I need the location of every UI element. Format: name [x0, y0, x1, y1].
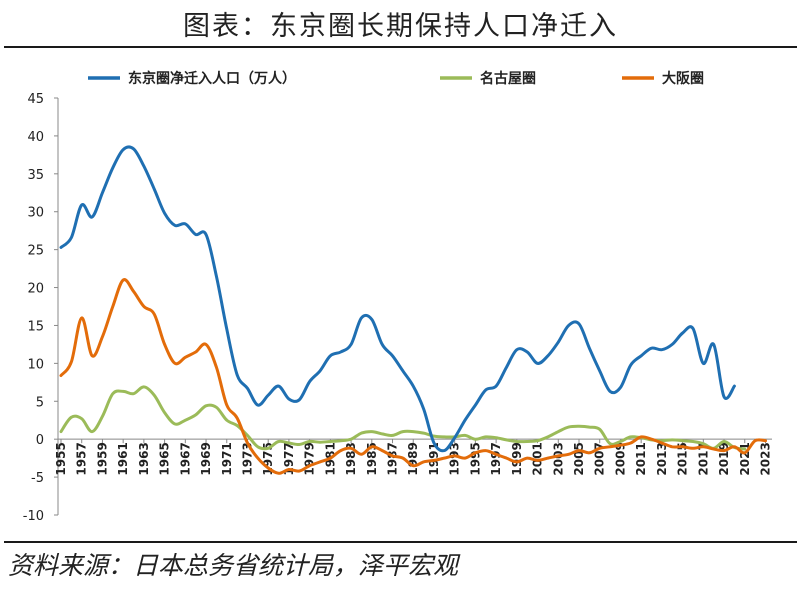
title-divider [4, 46, 797, 48]
y-tick-label: 40 [27, 130, 44, 145]
x-tick-label: 1993 [448, 442, 462, 475]
x-tick-label: 1959 [95, 442, 109, 475]
x-tick-label: 2013 [655, 442, 669, 475]
y-tick-label: -5 [31, 471, 44, 486]
x-tick-label: 1963 [137, 442, 151, 475]
x-tick-label: 2001 [531, 442, 545, 475]
source-note: 资料来源：日本总务省统计局，泽平宏观 [8, 551, 459, 580]
x-tick-label: 1975 [261, 442, 275, 475]
x-tick-label: 1995 [468, 442, 482, 475]
x-tick-label: 1967 [178, 442, 192, 475]
x-tick-label: 1989 [406, 442, 420, 475]
y-tick-label: -10 [23, 509, 44, 524]
y-tick-labels: -10 -5 0 5 10 15 20 25 30 35 40 45 [23, 92, 44, 524]
x-tick-label: 2005 [572, 442, 586, 475]
line-chart: -10 -5 0 5 10 15 20 25 30 35 40 45 1955 1957 1959 1961… [23, 70, 773, 524]
x-tick-label: 1955 [54, 442, 68, 475]
x-tick-label: 1987 [386, 442, 400, 475]
page-title: 图表：东京圈长期保持人口净迁入 [183, 11, 618, 42]
series-lines [59, 145, 767, 475]
x-tick-label: 2011 [634, 442, 648, 475]
x-tick-label: 1965 [158, 442, 172, 475]
legend: 东京圈净迁入人口（万人） 名古屋圈 大阪圈 [88, 70, 704, 87]
legend-label-2: 大阪圈 [662, 70, 704, 87]
x-tick-label: 1977 [282, 442, 296, 475]
y-tick-label: 10 [27, 357, 44, 372]
x-tick-label: 1961 [116, 442, 130, 475]
x-tick-label: 1979 [303, 442, 317, 475]
y-tick-label: 5 [36, 395, 44, 410]
legend-label-0: 东京圈净迁入人口（万人） [128, 70, 296, 87]
y-tick-label: 25 [27, 244, 44, 259]
y-tick-label: 35 [27, 168, 44, 183]
x-tick-label: 1997 [489, 442, 503, 475]
x-tick-label: 1973 [240, 442, 254, 475]
y-tick-label: 0 [36, 433, 44, 448]
series-line-2 [59, 278, 767, 475]
x-tick-label: 1969 [199, 442, 213, 475]
x-tick-label: 1999 [510, 442, 524, 475]
x-tick-label: 2009 [613, 442, 627, 475]
x-tick-labels: 1955 1957 1959 1961 1963 1965 1967 1969 1971 1973… [54, 442, 772, 475]
y-tick-label: 20 [27, 282, 44, 297]
x-tick-label: 2023 [758, 442, 772, 475]
x-tick-label: 1957 [75, 442, 89, 475]
x-tick-label: 2017 [696, 442, 710, 475]
y-tick-label: 45 [27, 92, 44, 107]
x-tick-label: 1971 [220, 442, 234, 475]
series-line-1 [59, 385, 747, 451]
y-tick-label: 30 [27, 206, 44, 221]
legend-label-1: 名古屋圈 [480, 70, 536, 87]
source-divider [4, 541, 797, 543]
x-tick-label: 2003 [551, 442, 565, 475]
y-tick-label: 15 [27, 319, 44, 334]
x-tick-label: 2015 [676, 442, 690, 475]
series-line-0 [59, 145, 736, 453]
